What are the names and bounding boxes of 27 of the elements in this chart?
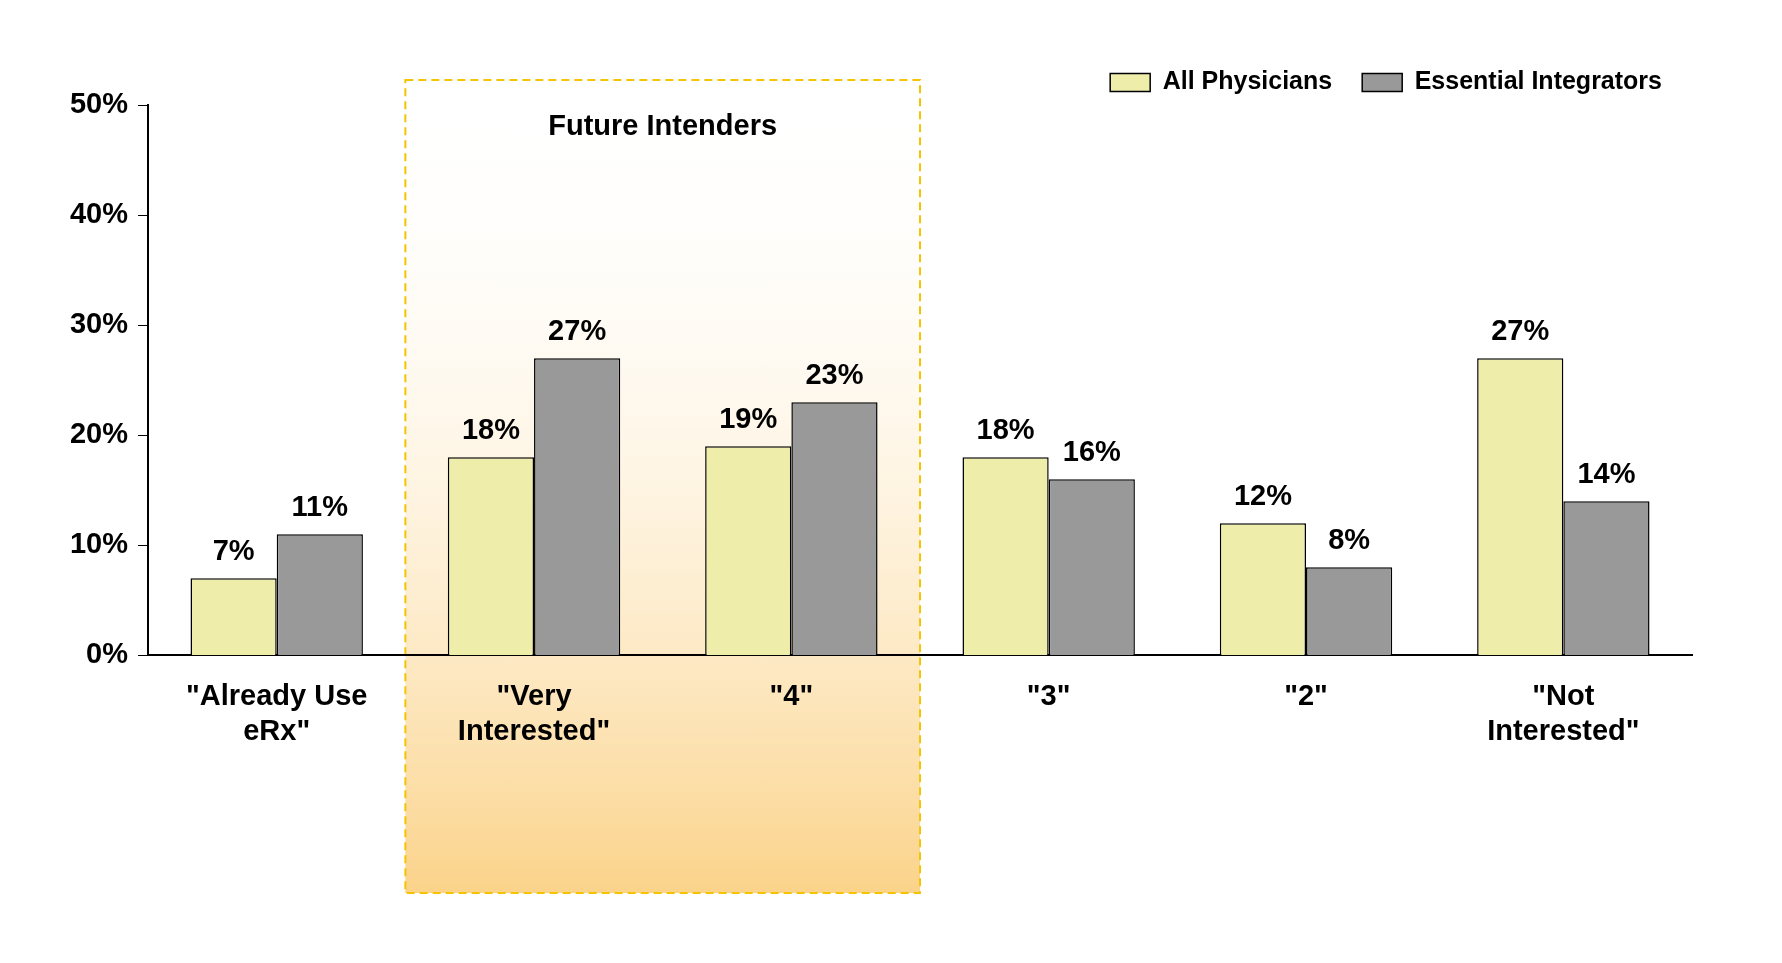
legend-label: All Physicians	[1162, 66, 1333, 95]
text: 27%	[1491, 313, 1550, 346]
y-tick-label: 40%	[70, 197, 129, 230]
y-tick-label: 30%	[70, 307, 129, 340]
band-label: Future Intenders	[548, 109, 778, 141]
text: 11%	[291, 489, 349, 522]
x-tick-label: "Very Interested"	[457, 678, 611, 746]
x-tick-label: "2"	[1284, 678, 1328, 711]
text: 23%	[805, 357, 864, 390]
text: 12%	[1233, 478, 1292, 511]
y-tick-label: 50%	[70, 87, 129, 119]
text: 16%	[1062, 434, 1121, 467]
y-tick-label: 20%	[70, 417, 129, 450]
text: 14%	[1577, 456, 1636, 489]
text: 18%	[461, 412, 520, 445]
x-tick-label: "4"	[769, 678, 814, 711]
text: 19%	[719, 401, 778, 434]
text: 8%	[1328, 522, 1371, 555]
text: 7%	[212, 533, 255, 566]
y-tick-label: 10%	[70, 527, 129, 560]
x-tick-label: "3"	[1026, 678, 1071, 711]
x-tick-label: "Already Use eRx"	[186, 678, 368, 746]
legend-label: Essential Integrators	[1414, 66, 1663, 95]
y-tick-label: 0%	[86, 637, 129, 670]
x-tick-label: "Not Interested"	[1487, 678, 1640, 746]
text: 27%	[548, 313, 607, 346]
text: 18%	[976, 412, 1035, 445]
